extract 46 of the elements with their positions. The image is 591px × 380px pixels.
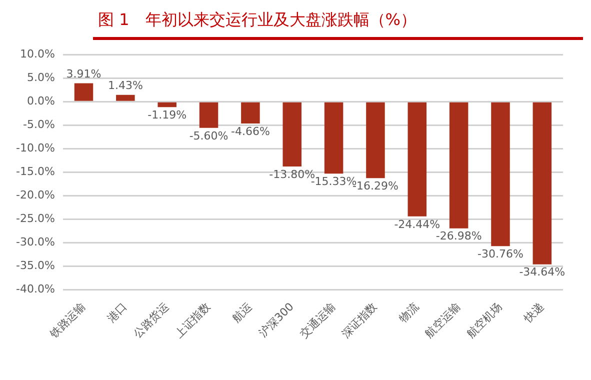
y-tick-label: -35.0% (16, 258, 55, 272)
data-label: -1.19% (148, 108, 187, 122)
bar (532, 102, 552, 264)
y-tick-label: -15.0% (16, 164, 55, 178)
x-tick-label: 交通运输 (298, 300, 338, 340)
bar (449, 102, 468, 228)
x-tick-label: 快递 (520, 300, 546, 326)
bar (116, 94, 135, 101)
y-tick-label: -5.0% (22, 118, 55, 131)
x-tick-label: 铁路运输 (46, 300, 88, 342)
y-tick-label: 5.0% (26, 70, 55, 84)
data-label: -34.64% (519, 266, 566, 279)
bar (491, 102, 510, 246)
x-tick-label: 港口 (104, 300, 130, 325)
data-label: -13.80% (269, 168, 316, 181)
bar (199, 102, 218, 128)
bar (282, 102, 302, 166)
data-label: -5.60% (189, 129, 228, 142)
data-label: -30.76% (478, 247, 524, 260)
x-tick-label: 深证指数 (339, 300, 380, 340)
bar (324, 102, 344, 174)
y-tick-label: 0.0% (26, 94, 55, 108)
y-tick-label: -10.0% (16, 141, 55, 154)
data-label: 1.43% (108, 79, 143, 92)
data-label: -4.66% (230, 124, 270, 138)
x-tick-label: 公路货运 (130, 300, 172, 340)
x-tick-label: 沪深300 (256, 300, 296, 340)
y-tick-label: -25.0% (16, 212, 55, 225)
bar (408, 102, 427, 216)
chart-title: 图 1 年初以来交运行业及大盘涨跌幅（%） (97, 9, 418, 31)
y-tick-label: -20.0% (16, 188, 55, 202)
x-tick-label: 航空运输 (422, 300, 463, 340)
x-tick-label: 上证指数 (172, 300, 213, 340)
bar (366, 102, 385, 178)
data-label: -24.44% (394, 218, 440, 231)
x-tick-label: 航运 (230, 300, 255, 325)
y-tick-label: 10.0% (20, 47, 55, 60)
y-tick-label: -30.0% (16, 235, 55, 248)
y-tick-label: -40.0% (16, 282, 55, 296)
x-tick-label: 物流 (396, 300, 422, 325)
x-tick-label: 航空机场 (464, 300, 505, 340)
bar (158, 102, 176, 108)
bar (74, 83, 94, 101)
bar (241, 102, 260, 124)
data-label: 3.91% (66, 68, 102, 81)
data-label: -26.98% (436, 230, 482, 243)
